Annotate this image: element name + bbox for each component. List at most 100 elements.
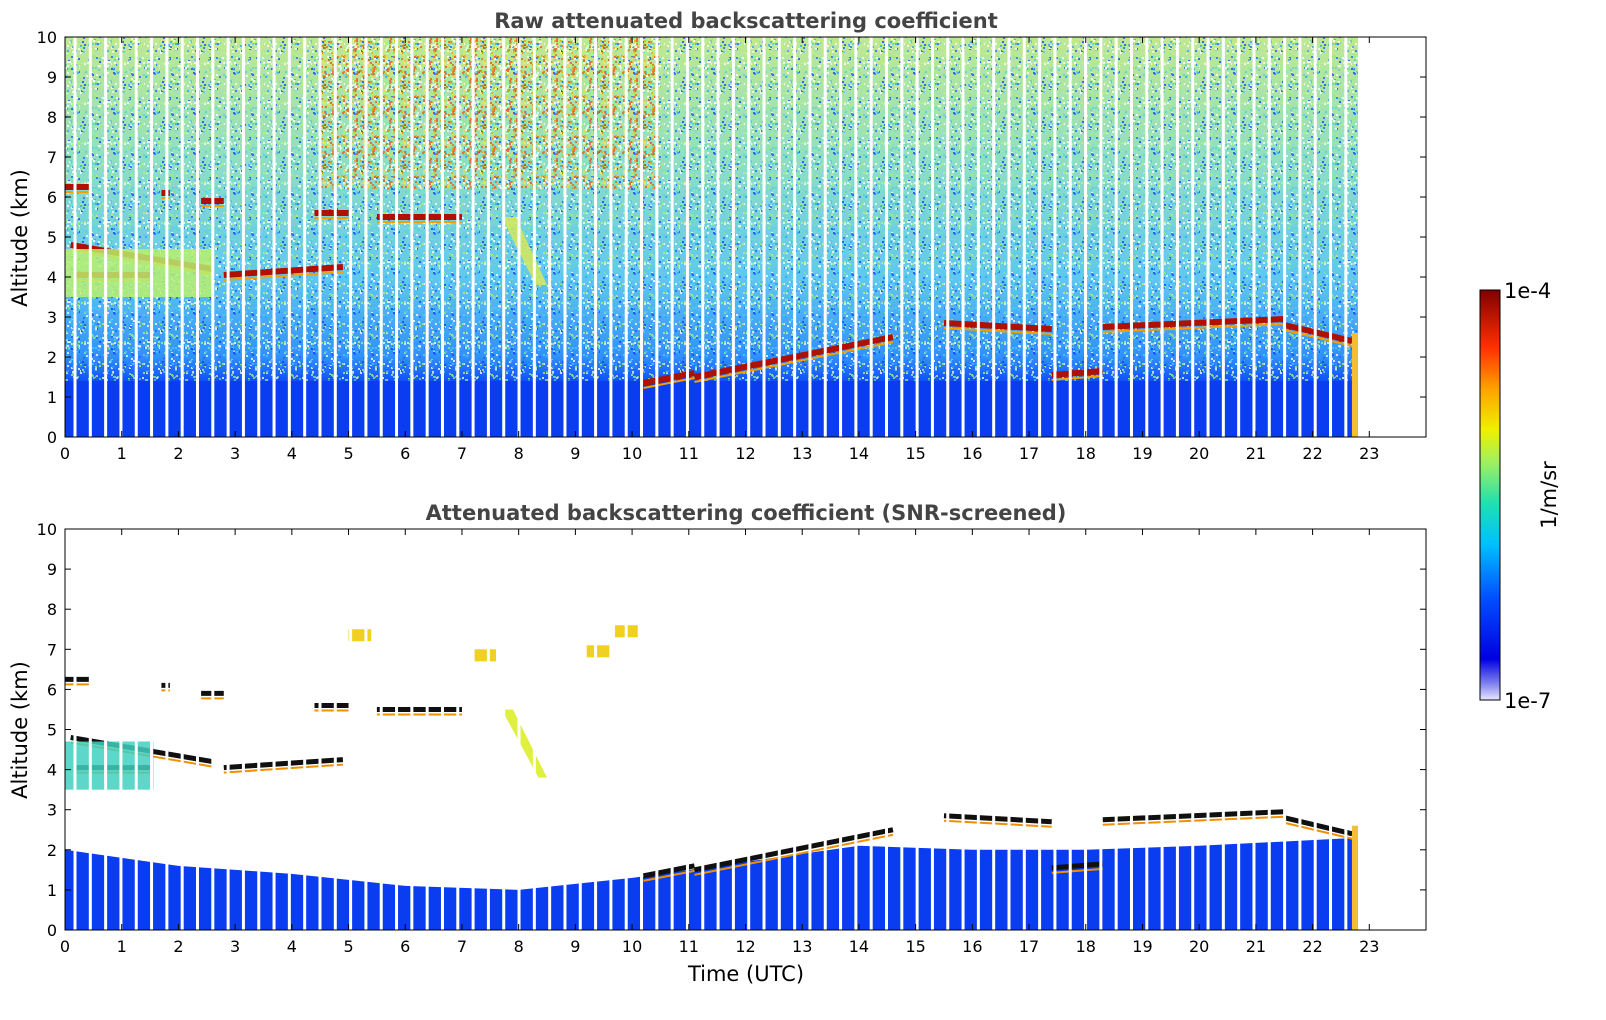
data-gap-stripe xyxy=(303,37,307,437)
y-tick-label: 4 xyxy=(47,268,57,287)
y-tick-label: 6 xyxy=(47,680,57,699)
data-gap-stripe xyxy=(440,37,444,437)
data-gap-stripe xyxy=(961,529,965,930)
y-tick-label: 4 xyxy=(47,761,57,780)
x-tick-label: 7 xyxy=(457,444,467,463)
data-gap-stripe xyxy=(701,529,705,930)
data-gap-stripe xyxy=(1221,529,1225,930)
data-gap-stripe xyxy=(1053,529,1057,930)
data-gap-stripe xyxy=(119,529,123,930)
data-gap-stripe xyxy=(716,529,720,930)
data-gap-stripe xyxy=(119,37,123,437)
panel-1-title: Raw attenuated backscattering coefficien… xyxy=(494,9,998,33)
y-tick-label: 2 xyxy=(47,841,57,860)
data-gap-stripe xyxy=(1129,37,1133,437)
data-gap-stripe xyxy=(685,37,689,437)
data-gap-stripe xyxy=(839,37,843,437)
data-gap-stripe xyxy=(532,37,536,437)
cirrus-patch xyxy=(473,649,496,662)
x-tick-label: 5 xyxy=(343,444,353,463)
panel-2-x-axis-label: Time (UTC) xyxy=(687,962,804,986)
data-gap-stripe xyxy=(548,37,552,437)
data-gap-stripe xyxy=(471,529,475,930)
data-gap-stripe xyxy=(578,529,582,930)
data-gap-stripe xyxy=(440,529,444,930)
x-tick-label: 1 xyxy=(117,937,127,956)
data-gap-stripe xyxy=(976,529,980,930)
data-gap-stripe xyxy=(456,37,460,437)
colorbar-unit-label: 1/m/sr xyxy=(1537,461,1561,529)
y-tick-label: 1 xyxy=(47,388,57,407)
data-gap-stripe xyxy=(1252,37,1256,437)
x-tick-label: 23 xyxy=(1359,444,1379,463)
cloud-layer-edge xyxy=(1283,821,1353,840)
data-gap-stripe xyxy=(1160,37,1164,437)
screened-boundary-layer xyxy=(65,837,1358,930)
data-gap-stripe xyxy=(900,529,904,930)
x-tick-label: 19 xyxy=(1132,937,1152,956)
x-tick-label: 6 xyxy=(400,937,410,956)
x-tick-label: 9 xyxy=(570,937,580,956)
data-gap-stripe xyxy=(762,529,766,930)
data-gap-stripe xyxy=(808,37,812,437)
data-gap-stripe xyxy=(502,529,506,930)
y-tick-label: 0 xyxy=(47,428,57,447)
cirrus-patch xyxy=(586,645,610,658)
aerosol-layer xyxy=(65,741,154,790)
data-gap-stripe xyxy=(609,37,613,437)
data-gap-stripe xyxy=(655,37,659,437)
data-gap-stripe xyxy=(410,37,414,437)
cloud-layer-edge xyxy=(1284,329,1353,347)
data-gap-stripe xyxy=(318,529,322,930)
data-gap-stripe xyxy=(915,529,919,930)
x-tick-label: 7 xyxy=(457,937,467,956)
data-gap-stripe xyxy=(1068,37,1072,437)
data-gap-stripe xyxy=(1160,529,1164,930)
data-gap-stripe xyxy=(150,37,154,437)
data-gap-stripe xyxy=(425,529,429,930)
data-gap-stripe xyxy=(624,37,628,437)
boundary-layer xyxy=(65,381,1358,437)
y-tick-label: 3 xyxy=(47,801,57,820)
data-gap-stripe xyxy=(609,529,613,930)
data-gap-stripe xyxy=(762,37,766,437)
data-gap-stripe xyxy=(961,37,965,437)
x-tick-label: 2 xyxy=(173,444,183,463)
data-gap-stripe xyxy=(364,529,368,930)
x-tick-label: 23 xyxy=(1359,937,1379,956)
y-tick-label: 7 xyxy=(47,640,57,659)
data-gap-stripe xyxy=(486,37,490,437)
x-tick-label: 12 xyxy=(735,937,755,956)
data-gap-stripe xyxy=(1084,529,1088,930)
x-tick-label: 21 xyxy=(1246,937,1266,956)
data-gap-stripe xyxy=(1221,37,1225,437)
y-tick-label: 2 xyxy=(47,348,57,367)
data-gap-stripe xyxy=(287,37,291,437)
cloud-layer xyxy=(1051,368,1103,378)
data-gap-stripe xyxy=(517,529,521,930)
data-gap-stripe xyxy=(946,529,950,930)
data-gap-stripe xyxy=(364,37,368,437)
data-gap-stripe xyxy=(395,37,399,437)
data-gap-stripe xyxy=(854,529,858,930)
data-gap-stripe xyxy=(1038,529,1042,930)
data-gap-stripe xyxy=(1145,529,1149,930)
x-tick-label: 4 xyxy=(287,444,297,463)
data-gap-stripe xyxy=(930,529,934,930)
data-gap-stripe xyxy=(808,529,812,930)
x-tick-label: 21 xyxy=(1246,444,1266,463)
x-tick-label: 20 xyxy=(1189,937,1209,956)
data-gap-stripe xyxy=(869,37,873,437)
data-gap-stripe xyxy=(747,37,751,437)
data-gap-stripe xyxy=(318,37,322,437)
data-gap-stripe xyxy=(1313,529,1317,930)
panel-2-title: Attenuated backscattering coefficient (S… xyxy=(426,501,1067,525)
data-gap-stripe xyxy=(1237,37,1241,437)
data-gap-stripe xyxy=(1298,529,1302,930)
data-gap-stripe xyxy=(180,37,184,437)
data-gap-stripe xyxy=(976,37,980,437)
x-tick-label: 19 xyxy=(1132,444,1152,463)
x-tick-label: 20 xyxy=(1189,444,1209,463)
x-tick-label: 11 xyxy=(679,937,699,956)
data-gap-stripe xyxy=(1175,529,1179,930)
